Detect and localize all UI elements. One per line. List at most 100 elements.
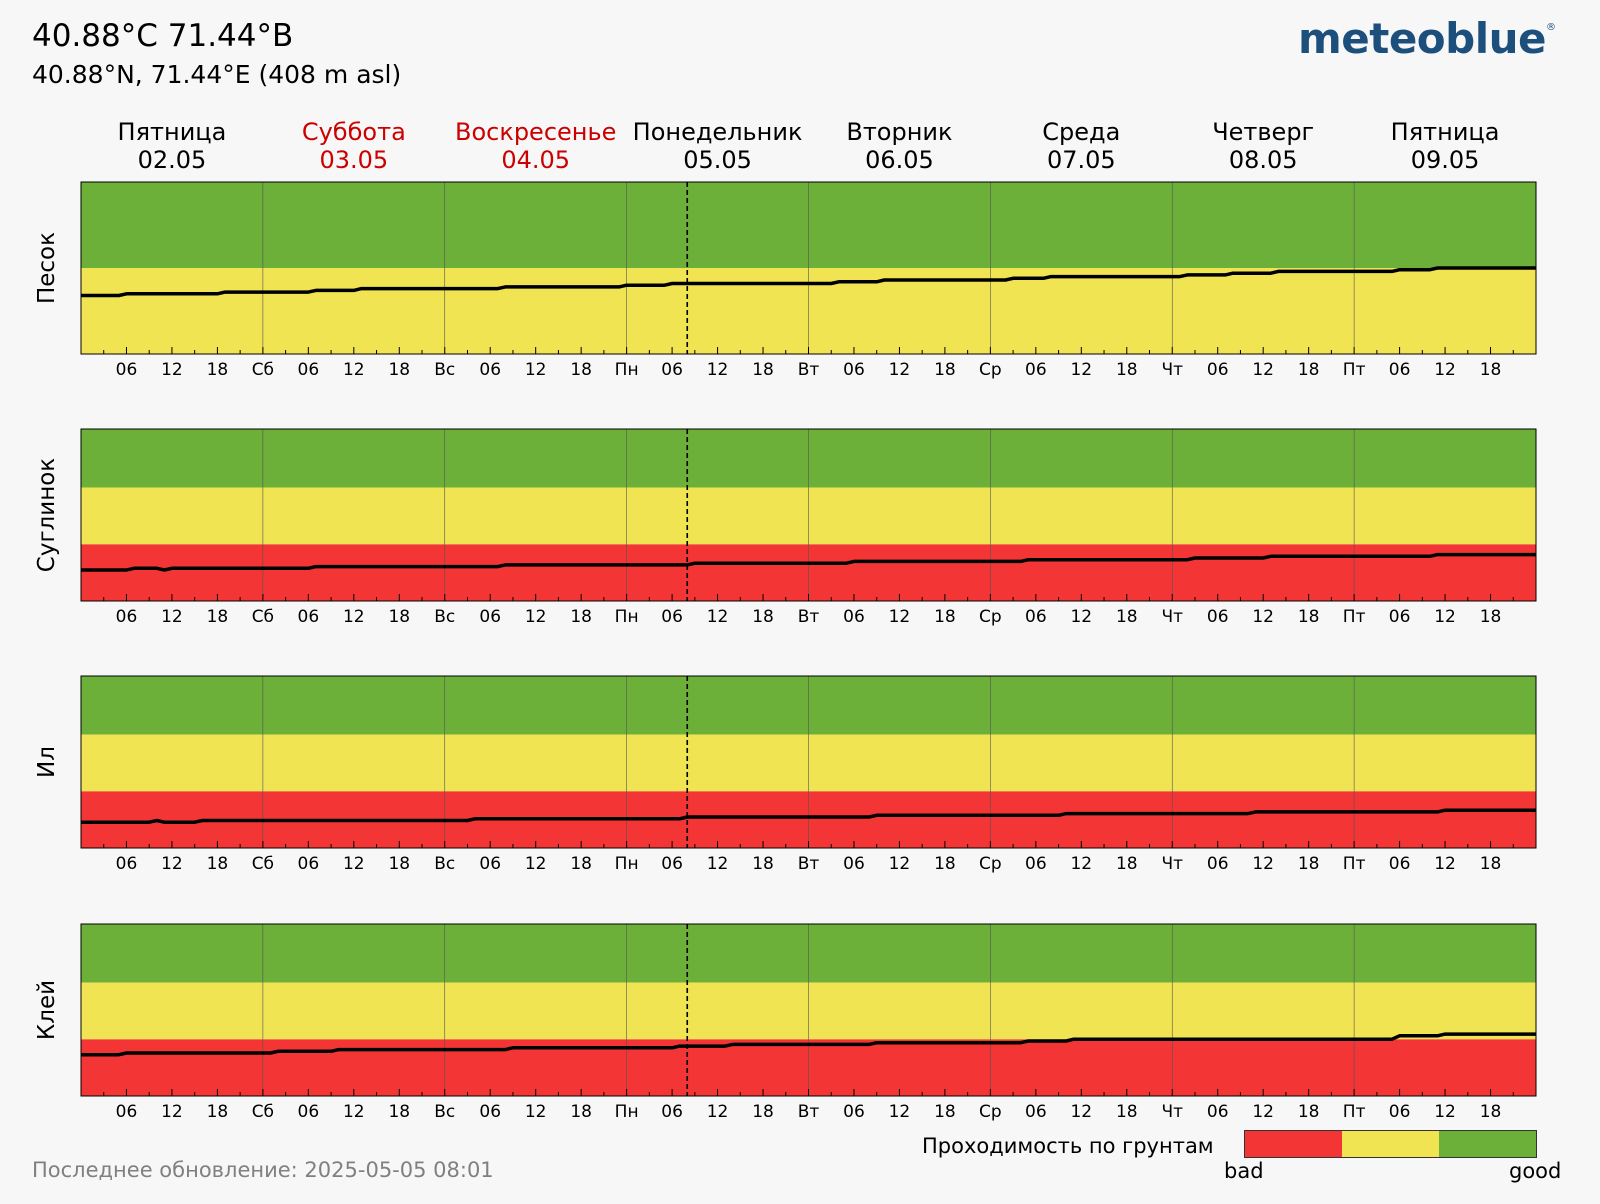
x-tick-label: 06 bbox=[661, 1102, 683, 1122]
x-tick-label: 06 bbox=[1389, 1102, 1411, 1122]
x-tick-label: 06 bbox=[116, 607, 138, 627]
x-tick-label: 18 bbox=[752, 854, 774, 874]
x-tick-label: 12 bbox=[1434, 854, 1456, 874]
x-tick-label: 18 bbox=[934, 360, 956, 380]
x-tick-label: Ср bbox=[979, 1102, 1002, 1122]
day-date: 07.05 bbox=[1046, 146, 1116, 174]
legend-bad-swatch bbox=[1245, 1131, 1342, 1157]
x-tick-label: 06 bbox=[661, 854, 683, 874]
x-tick-label: 12 bbox=[525, 1102, 547, 1122]
x-tick-label: Вт bbox=[798, 1102, 820, 1122]
day-date: 08.05 bbox=[1228, 146, 1298, 174]
x-tick-label: 06 bbox=[1389, 854, 1411, 874]
x-tick-label: Вт bbox=[798, 607, 820, 627]
x-tick-label: 06 bbox=[661, 607, 683, 627]
day-date: 09.05 bbox=[1410, 146, 1480, 174]
chart-panel: 06 12 18 Сб 06 12 18 Вс 06 12 18 Пн 06 12 18 Вт 06 12 18 Ср… bbox=[34, 923, 1537, 1122]
x-tick-label: Пт bbox=[1343, 854, 1366, 874]
x-tick-label: Пт bbox=[1343, 1102, 1366, 1122]
x-tick-label: 18 bbox=[388, 607, 410, 627]
x-tick-label: 12 bbox=[343, 1102, 365, 1122]
x-tick-label: Сб bbox=[252, 854, 274, 874]
last-update-text: Последнее обновление: 2025-05-05 08:01 bbox=[32, 1158, 494, 1182]
x-tick-label: 12 bbox=[1070, 854, 1092, 874]
logo-text: meteoblue bbox=[1298, 14, 1547, 63]
x-tick-label: 06 bbox=[843, 1102, 865, 1122]
x-tick-label: 06 bbox=[298, 1102, 320, 1122]
day-name: Пятница bbox=[117, 118, 227, 146]
x-tick-label: 12 bbox=[161, 854, 183, 874]
x-tick-label: 12 bbox=[1070, 1102, 1092, 1122]
x-tick-label: 06 bbox=[1389, 607, 1411, 627]
chart-panel: 06 12 18 Сб 06 12 18 Вс 06 12 18 Пн 06 12 18 Вт 06 12 18 Ср… bbox=[34, 181, 1537, 380]
x-tick-label: Пн bbox=[615, 854, 639, 874]
day-date: 06.05 bbox=[865, 146, 934, 174]
x-tick-label: 12 bbox=[343, 854, 365, 874]
x-tick-label: 18 bbox=[752, 607, 774, 627]
x-tick-label: 18 bbox=[570, 607, 592, 627]
x-tick-label: 12 bbox=[889, 607, 911, 627]
x-tick-label: 12 bbox=[161, 1102, 183, 1122]
x-tick-label: 12 bbox=[707, 854, 729, 874]
x-tick-label: 12 bbox=[1434, 360, 1456, 380]
x-tick-label: Сб bbox=[252, 360, 274, 380]
x-tick-label: 06 bbox=[1207, 1102, 1229, 1122]
x-tick-label: Вс bbox=[434, 360, 455, 380]
x-tick-label: 18 bbox=[1480, 607, 1502, 627]
day-header: Пятница 02.05 bbox=[81, 118, 263, 174]
x-tick-label: 18 bbox=[207, 1102, 229, 1122]
x-tick-label: 18 bbox=[1116, 360, 1138, 380]
legend-good-label: good bbox=[1509, 1159, 1562, 1183]
x-tick-label: 06 bbox=[843, 360, 865, 380]
day-header: Суббота 03.05 bbox=[263, 118, 445, 174]
x-tick-label: 12 bbox=[707, 1102, 729, 1122]
x-tick-label: 12 bbox=[889, 360, 911, 380]
x-tick-label: Сб bbox=[252, 1102, 274, 1122]
x-tick-label: 18 bbox=[1298, 360, 1320, 380]
x-tick-label: 12 bbox=[1434, 607, 1456, 627]
x-tick-label: 18 bbox=[1298, 854, 1320, 874]
x-tick-label: 06 bbox=[1207, 360, 1229, 380]
legend-medium-swatch bbox=[1342, 1131, 1439, 1157]
meteoblue-logo[interactable]: meteoblue® bbox=[1298, 14, 1556, 63]
x-tick-label: Вт bbox=[798, 360, 820, 380]
x-tick-label: 06 bbox=[479, 360, 501, 380]
x-tick-label: 06 bbox=[298, 360, 320, 380]
day-header: Среда 07.05 bbox=[990, 118, 1172, 174]
day-header: Пятница 09.05 bbox=[1354, 118, 1536, 174]
x-tick-label: 12 bbox=[525, 854, 547, 874]
x-tick-label: 12 bbox=[1252, 607, 1274, 627]
x-tick-label: 06 bbox=[479, 607, 501, 627]
x-tick-label: 12 bbox=[343, 607, 365, 627]
x-tick-label: 06 bbox=[661, 360, 683, 380]
x-tick-label: 18 bbox=[388, 360, 410, 380]
location-title: 40.88°C 71.44°B bbox=[32, 18, 294, 54]
x-tick-label: 06 bbox=[1025, 1102, 1047, 1122]
legend-good-swatch bbox=[1439, 1131, 1536, 1157]
x-tick-label: 18 bbox=[1298, 607, 1320, 627]
location-coordinates: 40.88°N, 71.44°E (408 m asl) bbox=[32, 60, 402, 89]
y-axis-label: Клей bbox=[34, 980, 60, 1040]
x-tick-label: 06 bbox=[1025, 607, 1047, 627]
x-tick-label: Пн bbox=[615, 1102, 639, 1122]
day-name: Среда bbox=[1042, 118, 1121, 146]
x-tick-label: Пт bbox=[1343, 360, 1366, 380]
x-tick-label: Пн bbox=[615, 360, 639, 380]
trafficability-line bbox=[81, 552, 1536, 572]
x-tick-label: 12 bbox=[889, 1102, 911, 1122]
x-tick-label: 06 bbox=[298, 854, 320, 874]
x-tick-label: 12 bbox=[161, 360, 183, 380]
x-tick-label: 18 bbox=[207, 360, 229, 380]
x-tick-label: 12 bbox=[889, 854, 911, 874]
x-tick-label: 12 bbox=[525, 607, 547, 627]
x-tick-label: 06 bbox=[116, 854, 138, 874]
day-date: 05.05 bbox=[683, 146, 752, 174]
x-tick-label: 18 bbox=[207, 607, 229, 627]
x-tick-label: 18 bbox=[1298, 1102, 1320, 1122]
legend-bad-label: bad bbox=[1224, 1159, 1264, 1183]
day-header: Воскресенье 04.05 bbox=[445, 118, 627, 174]
day-date: 02.05 bbox=[137, 146, 207, 174]
x-tick-label: 18 bbox=[1116, 607, 1138, 627]
day-header: Понедельник 05.05 bbox=[627, 118, 809, 174]
